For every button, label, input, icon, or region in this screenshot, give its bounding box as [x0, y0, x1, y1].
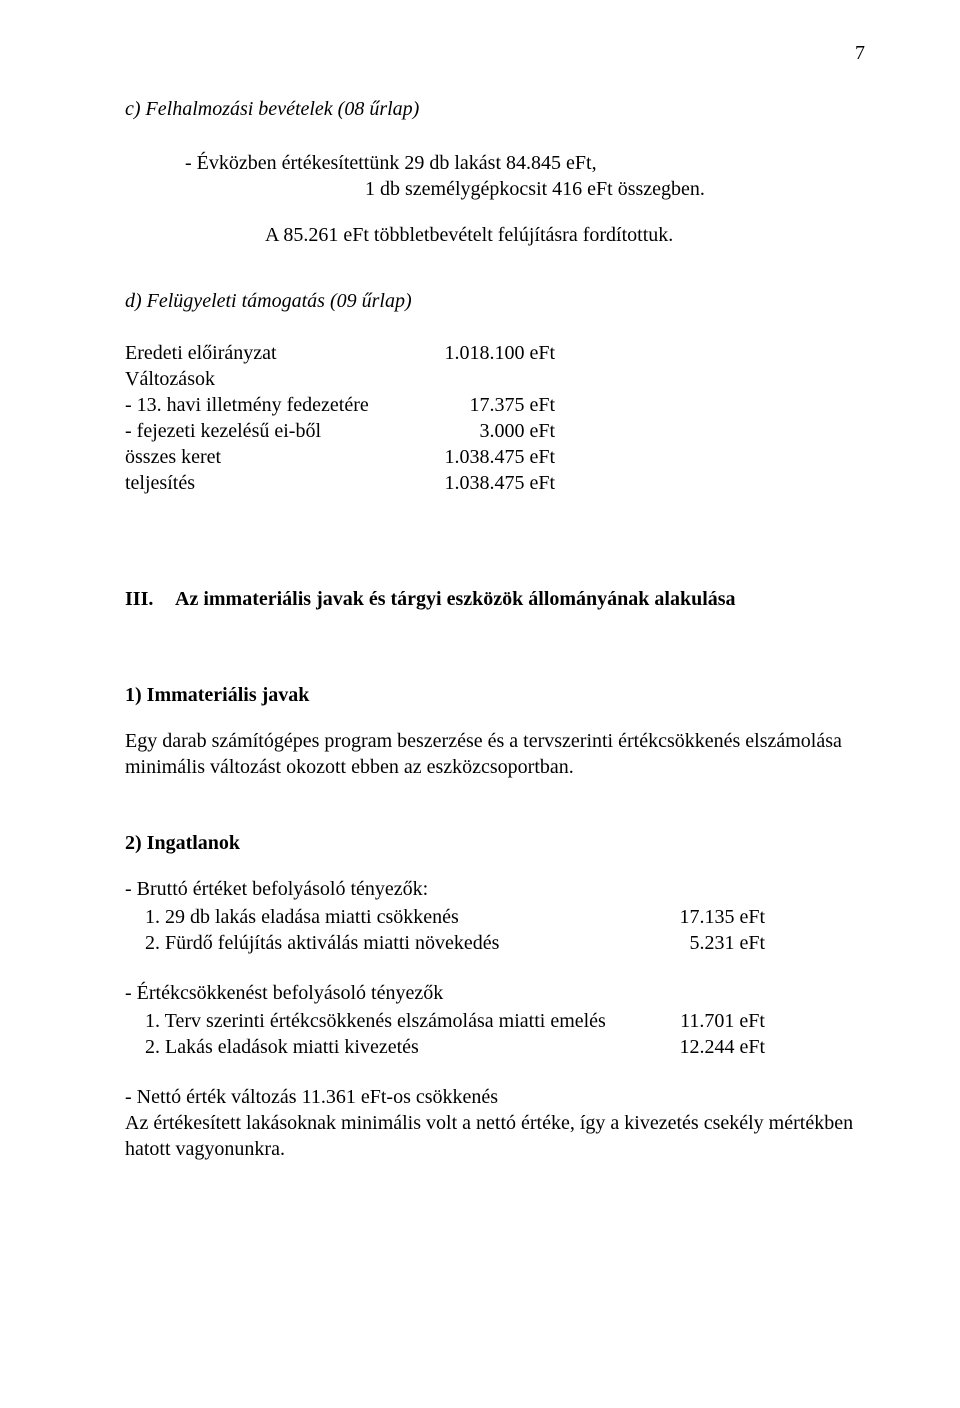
footer-block: - Nettó érték változás 11.361 eFt-os csö…	[125, 1084, 865, 1162]
kv-row: összes keret 1.038.475 eFt	[125, 444, 865, 470]
chapter-number: III.	[125, 586, 175, 612]
kv-row: - 13. havi illetmény fedezetére 17.375 e…	[125, 392, 865, 418]
list-row: 2. Lakás eladások miatti kivezetés 12.24…	[125, 1034, 865, 1060]
kv-row: - fejezeti kezelésű ei-ből 3.000 eFt	[125, 418, 865, 444]
kv-label: Eredeti előirányzat	[125, 340, 415, 366]
list-value: 12.244 eFt	[645, 1034, 765, 1060]
kv-row: teljesítés 1.038.475 eFt	[125, 470, 865, 496]
list-label: 2. Lakás eladások miatti kivezetés	[145, 1034, 645, 1060]
list-label: 1. 29 db lakás eladása miatti csökkenés	[145, 904, 645, 930]
footer-line2: Az értékesített lakásoknak minimális vol…	[125, 1110, 865, 1162]
list-value: 11.701 eFt	[645, 1008, 765, 1034]
kv-value: 1.038.475 eFt	[415, 444, 555, 470]
list-value: 17.135 eFt	[645, 904, 765, 930]
section-d-title: d) Felügyeleti támogatás (09 űrlap)	[125, 288, 865, 314]
list-label: 2. Fürdő felújítás aktiválás miatti növe…	[145, 930, 645, 956]
kv-label: - 13. havi illetmény fedezetére	[125, 392, 415, 418]
kv-label: teljesítés	[125, 470, 415, 496]
kv-row: Eredeti előirányzat 1.018.100 eFt	[125, 340, 865, 366]
section-c-body: - Évközben értékesítettünk 29 db lakást …	[185, 150, 865, 202]
kv-value	[415, 366, 555, 392]
kv-value: 1.018.100 eFt	[415, 340, 555, 366]
kv-row: Változások	[125, 366, 865, 392]
sub1-paragraph: Egy darab számítógépes program beszerzés…	[125, 728, 865, 780]
section-c-line1: - Évközben értékesítettünk 29 db lakást …	[185, 150, 865, 176]
list-row: 2. Fürdő felújítás aktiválás miatti növe…	[125, 930, 865, 956]
section-c-line2: 1 db személygépkocsit 416 eFt összegben.	[365, 176, 865, 202]
section-d-table: Eredeti előirányzat 1.018.100 eFt Változ…	[125, 340, 865, 496]
kv-label: összes keret	[125, 444, 415, 470]
kv-value: 3.000 eFt	[415, 418, 555, 444]
footer-line1: - Nettó érték változás 11.361 eFt-os csö…	[125, 1084, 865, 1110]
kv-value: 17.375 eFt	[415, 392, 555, 418]
group-b-heading: - Értékcsökkenést befolyásoló tényezők	[125, 980, 865, 1006]
chapter-title: Az immateriális javak és tárgyi eszközök…	[175, 586, 736, 612]
page: 7 c) Felhalmozási bevételek (08 űrlap) -…	[0, 0, 960, 1202]
sub1-title: 1) Immateriális javak	[125, 682, 865, 708]
list-row: 1. 29 db lakás eladása miatti csökkenés …	[125, 904, 865, 930]
kv-label: - fejezeti kezelésű ei-ből	[125, 418, 415, 444]
kv-label: Változások	[125, 366, 415, 392]
chapter-heading: III. Az immateriális javak és tárgyi esz…	[125, 586, 865, 612]
group-b: - Értékcsökkenést befolyásoló tényezők 1…	[125, 980, 865, 1060]
section-c-line3: A 85.261 eFt többletbevételt felújításra…	[265, 222, 865, 248]
section-c-title: c) Felhalmozási bevételek (08 űrlap)	[125, 96, 865, 122]
list-value: 5.231 eFt	[645, 930, 765, 956]
group-a: - Bruttó értéket befolyásoló tényezők: 1…	[125, 876, 865, 956]
list-row: 1. Terv szerinti értékcsökkenés elszámol…	[125, 1008, 865, 1034]
kv-value: 1.038.475 eFt	[415, 470, 555, 496]
list-label: 1. Terv szerinti értékcsökkenés elszámol…	[145, 1008, 645, 1034]
sub2-title: 2) Ingatlanok	[125, 830, 865, 856]
group-a-heading: - Bruttó értéket befolyásoló tényezők:	[125, 876, 865, 902]
page-number: 7	[125, 40, 865, 66]
